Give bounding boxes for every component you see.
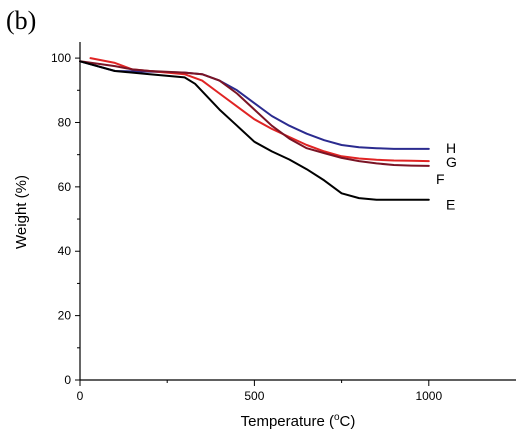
- x-axis-label-base: Temperature (: [241, 413, 334, 430]
- y-tick-label: 20: [58, 309, 72, 323]
- y-tick-label: 60: [58, 180, 72, 194]
- series-e-label: E: [446, 197, 455, 213]
- x-tick-label: 1000: [415, 389, 442, 403]
- series-f-label: F: [436, 171, 445, 187]
- y-tick-label: 0: [64, 373, 71, 387]
- x-tick-label: 0: [77, 389, 84, 403]
- y-tick-label: 80: [58, 115, 72, 129]
- series-g-label: G: [446, 154, 457, 170]
- y-tick-label: 40: [58, 244, 72, 258]
- y-ticks: 0 20 40 60 80 100: [51, 51, 80, 387]
- x-axis-label-unit: C): [340, 413, 356, 430]
- y-axis-label: Weight (%): [13, 175, 30, 249]
- x-ticks: 0 500 1000: [77, 380, 442, 403]
- series-group: [79, 57, 430, 201]
- panel-label: (b): [6, 6, 36, 35]
- x-axis-label: Temperature (oC): [241, 412, 356, 430]
- x-axis-label-sup: o: [334, 412, 340, 423]
- series-h-label: H: [446, 140, 456, 156]
- series-h-line: [79, 60, 430, 150]
- axes: [79, 42, 516, 381]
- series-f-line: [79, 60, 430, 167]
- x-tick-label: 500: [244, 389, 264, 403]
- series-e-line: [79, 60, 430, 201]
- y-tick-label: 100: [51, 51, 71, 65]
